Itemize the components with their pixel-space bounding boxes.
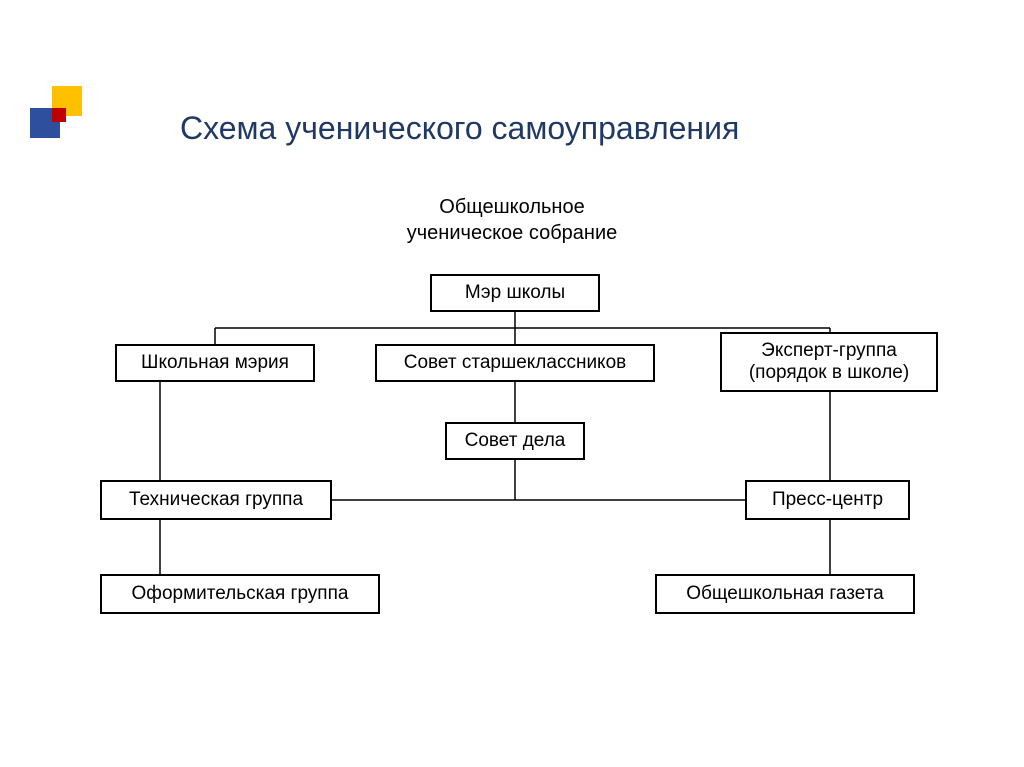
slide-logo (30, 86, 86, 168)
node-design: Оформительская группа (100, 574, 380, 614)
node-tech: Техническая группа (100, 480, 332, 520)
node-senior: Совет старшеклассников (375, 344, 655, 382)
node-city_hall: Школьная мэрия (115, 344, 315, 382)
node-affairs: Совет дела (445, 422, 585, 460)
node-press: Пресс-центр (745, 480, 910, 520)
slide-title: Схема ученического самоуправления (180, 110, 739, 147)
org-chart: Общешкольноеученическое собрание Мэр шко… (0, 170, 1024, 690)
logo-red-square (52, 108, 66, 122)
node-newspaper: Общешкольная газета (655, 574, 915, 614)
node-mayor: Мэр школы (430, 274, 600, 312)
node-expert: Эксперт-группа (порядок в школе) (720, 332, 938, 392)
